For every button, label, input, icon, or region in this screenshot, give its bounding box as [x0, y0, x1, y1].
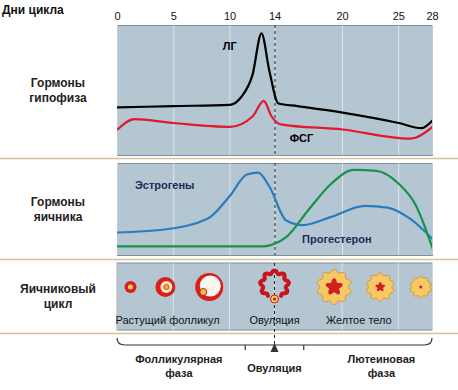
svg-text:ФСГ: ФСГ [290, 132, 314, 144]
svg-text:Эстрогены: Эстрогены [135, 179, 195, 191]
svg-text:14: 14 [269, 10, 281, 22]
svg-text:Дни цикла: Дни цикла [2, 3, 64, 17]
svg-text:Растущий фолликул: Растущий фолликул [116, 314, 220, 326]
svg-text:20: 20 [336, 10, 348, 22]
svg-text:Овуляция: Овуляция [247, 362, 301, 374]
svg-text:Лютеиноваяфаза: Лютеиноваяфаза [348, 353, 416, 379]
svg-text:Фолликулярнаяфаза: Фолликулярнаяфаза [135, 353, 222, 379]
svg-text:10: 10 [224, 10, 236, 22]
svg-text:Овуляция: Овуляция [249, 314, 299, 326]
svg-text:Прогестерон: Прогестерон [302, 233, 372, 245]
svg-text:25: 25 [393, 10, 405, 22]
svg-text:Гормоныгипофиза: Гормоныгипофиза [29, 76, 87, 105]
svg-text:5: 5 [171, 10, 177, 22]
svg-text:0: 0 [114, 10, 120, 22]
svg-text:28: 28 [426, 10, 438, 22]
svg-text:ЛГ: ЛГ [223, 40, 238, 52]
svg-text:Желтое тело: Желтое тело [326, 314, 392, 326]
svg-text:Яичниковыйцикл: Яичниковыйцикл [20, 282, 96, 311]
svg-text:Гормоныяичника: Гормоныяичника [31, 195, 85, 224]
